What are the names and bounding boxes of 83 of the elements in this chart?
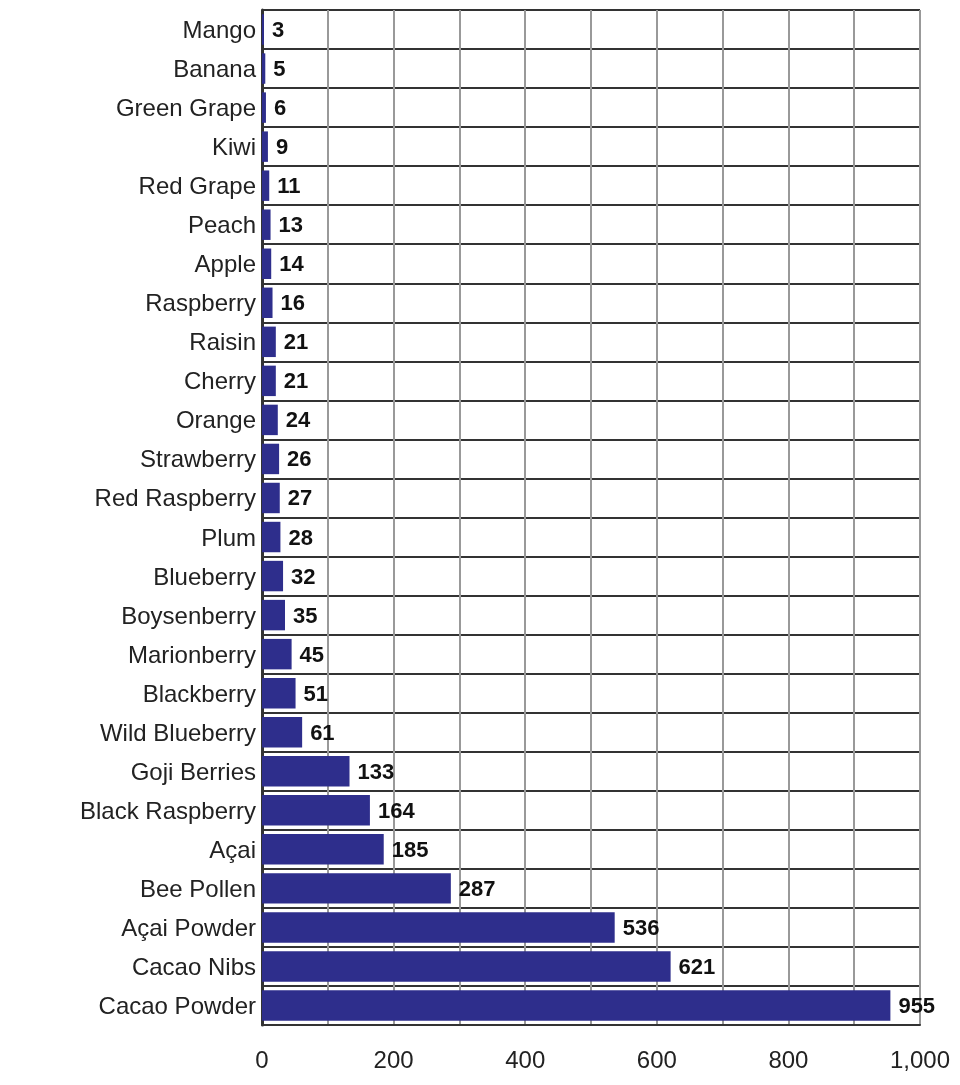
data-label: 21 xyxy=(283,329,309,355)
bar xyxy=(262,287,273,319)
data-label: 287 xyxy=(458,875,496,901)
y-tick-label: Açai Powder xyxy=(121,913,256,941)
bar xyxy=(262,92,266,123)
y-tick-label: Goji Berries xyxy=(130,757,256,785)
data-label: 32 xyxy=(291,563,316,589)
y-tick-label: Boysenberry xyxy=(121,601,256,629)
bar xyxy=(262,521,281,553)
y-tick-label: Bee Pollen xyxy=(139,874,256,902)
bar xyxy=(262,912,615,943)
data-label: 21 xyxy=(283,368,309,394)
y-tick-label: Banana xyxy=(173,55,257,83)
y-tick-label: Plum xyxy=(201,523,256,551)
x-tick-label: 1,000 xyxy=(889,1045,951,1073)
bar xyxy=(262,248,272,279)
data-label: 35 xyxy=(293,602,318,628)
data-label: 28 xyxy=(288,524,313,550)
bar xyxy=(262,756,350,787)
data-label: 27 xyxy=(287,485,313,511)
y-tick-label: Red Raspberry xyxy=(94,484,256,512)
bar xyxy=(262,404,278,436)
y-tick-label: Kiwi xyxy=(211,133,256,161)
y-tick-label: Marionberry xyxy=(127,640,256,668)
y-tick-label: Mango xyxy=(182,16,256,44)
bar xyxy=(262,443,280,475)
x-tick-label: 200 xyxy=(373,1045,414,1073)
data-label: 24 xyxy=(285,407,312,433)
y-tick-label: Cherry xyxy=(183,367,256,395)
data-label: 61 xyxy=(310,719,335,745)
data-label: 14 xyxy=(279,251,305,277)
data-label: 955 xyxy=(898,992,936,1018)
bar xyxy=(262,209,271,240)
y-tick-label: Blueberry xyxy=(153,562,256,590)
bar xyxy=(262,170,270,201)
data-label: 164 xyxy=(377,797,416,823)
data-label: 11 xyxy=(277,173,301,199)
bar xyxy=(262,834,384,865)
y-tick-label: Cacao Nibs xyxy=(131,952,256,980)
data-label: 536 xyxy=(622,914,660,940)
y-tick-label: Peach xyxy=(187,211,256,239)
bar xyxy=(262,131,268,162)
y-tick-label: Raspberry xyxy=(145,289,256,317)
data-label: 185 xyxy=(391,836,429,862)
data-label: 9 xyxy=(275,134,289,160)
data-label: 3 xyxy=(271,17,285,43)
x-tick-label: 400 xyxy=(505,1045,546,1073)
data-label: 26 xyxy=(287,446,312,472)
bar xyxy=(262,716,303,748)
y-tick-label: Wild Blueberry xyxy=(99,718,256,746)
data-label: 133 xyxy=(357,758,395,784)
data-label: 45 xyxy=(299,641,325,667)
y-tick-label: Blackberry xyxy=(142,679,256,707)
bar xyxy=(262,795,370,826)
data-label: 6 xyxy=(273,95,287,121)
y-tick-label: Green Grape xyxy=(115,94,256,122)
data-label: 5 xyxy=(273,56,286,82)
x-tick-label: 600 xyxy=(636,1045,677,1073)
data-label: 51 xyxy=(303,680,329,706)
bar xyxy=(262,638,292,670)
bar xyxy=(262,873,451,904)
bar xyxy=(262,990,891,1021)
bar xyxy=(262,365,276,397)
x-tick-label: 0 xyxy=(255,1045,269,1073)
y-tick-label: Apple xyxy=(194,250,256,278)
x-tick-label: 800 xyxy=(768,1045,809,1073)
bar xyxy=(262,951,671,982)
y-tick-label: Raisin xyxy=(189,328,256,356)
bar xyxy=(262,326,276,358)
y-tick-label: Cacao Powder xyxy=(98,991,256,1019)
y-tick-label: Black Raspberry xyxy=(79,796,256,824)
bar xyxy=(262,482,280,514)
y-tick-label: Orange xyxy=(175,406,256,434)
y-tick-label: Red Grape xyxy=(138,172,256,200)
data-label: 621 xyxy=(678,953,716,979)
bar xyxy=(262,677,296,709)
data-label: 13 xyxy=(278,212,304,238)
data-label: 16 xyxy=(280,290,306,316)
bar xyxy=(262,53,266,84)
y-tick-label: Strawberry xyxy=(139,445,256,473)
bar xyxy=(262,560,284,592)
y-tick-label: Açai xyxy=(209,835,256,863)
bar xyxy=(262,599,286,631)
